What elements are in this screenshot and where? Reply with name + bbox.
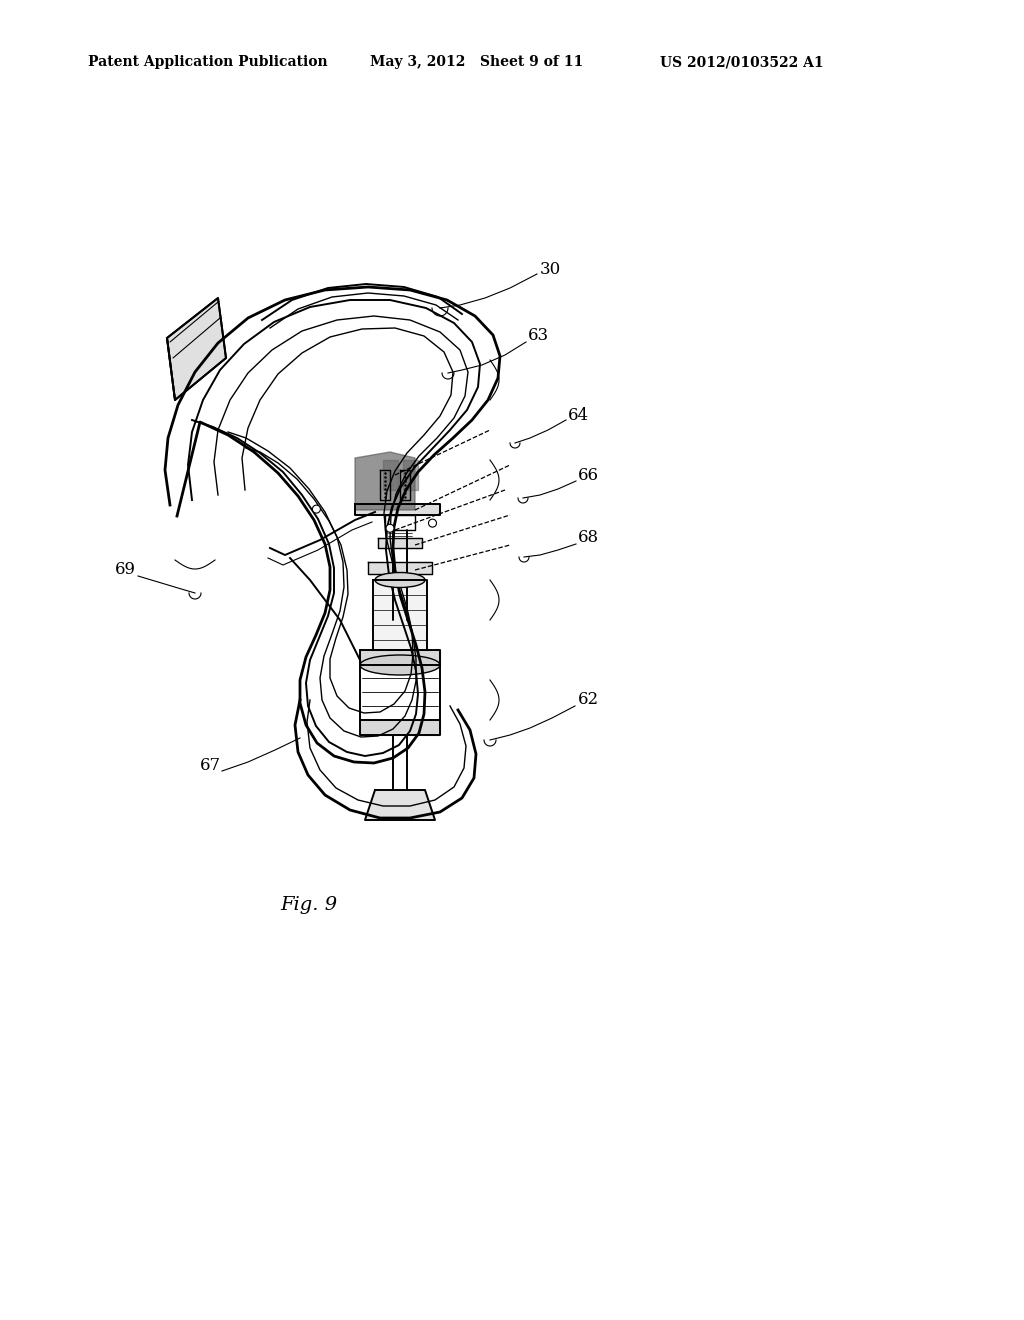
Circle shape — [386, 524, 394, 532]
Text: Fig. 9: Fig. 9 — [280, 896, 337, 913]
Text: 67: 67 — [200, 756, 221, 774]
Ellipse shape — [360, 655, 440, 675]
Polygon shape — [378, 539, 422, 548]
Polygon shape — [383, 459, 398, 490]
Circle shape — [312, 506, 321, 513]
Text: 62: 62 — [578, 692, 599, 709]
Text: 66: 66 — [578, 466, 599, 483]
Polygon shape — [373, 579, 427, 649]
Text: 64: 64 — [568, 407, 589, 424]
Circle shape — [428, 519, 436, 527]
Text: 30: 30 — [540, 261, 561, 279]
Polygon shape — [355, 451, 415, 510]
Text: 68: 68 — [578, 529, 599, 546]
Polygon shape — [360, 649, 440, 665]
Polygon shape — [368, 562, 432, 574]
Polygon shape — [403, 459, 418, 490]
Text: US 2012/0103522 A1: US 2012/0103522 A1 — [660, 55, 823, 69]
Polygon shape — [365, 789, 435, 820]
Text: Patent Application Publication: Patent Application Publication — [88, 55, 328, 69]
Text: 69: 69 — [115, 561, 136, 578]
Polygon shape — [360, 719, 440, 735]
Polygon shape — [355, 504, 440, 515]
Text: 63: 63 — [528, 326, 549, 343]
Ellipse shape — [375, 573, 425, 587]
Text: May 3, 2012   Sheet 9 of 11: May 3, 2012 Sheet 9 of 11 — [370, 55, 584, 69]
Polygon shape — [167, 298, 226, 400]
